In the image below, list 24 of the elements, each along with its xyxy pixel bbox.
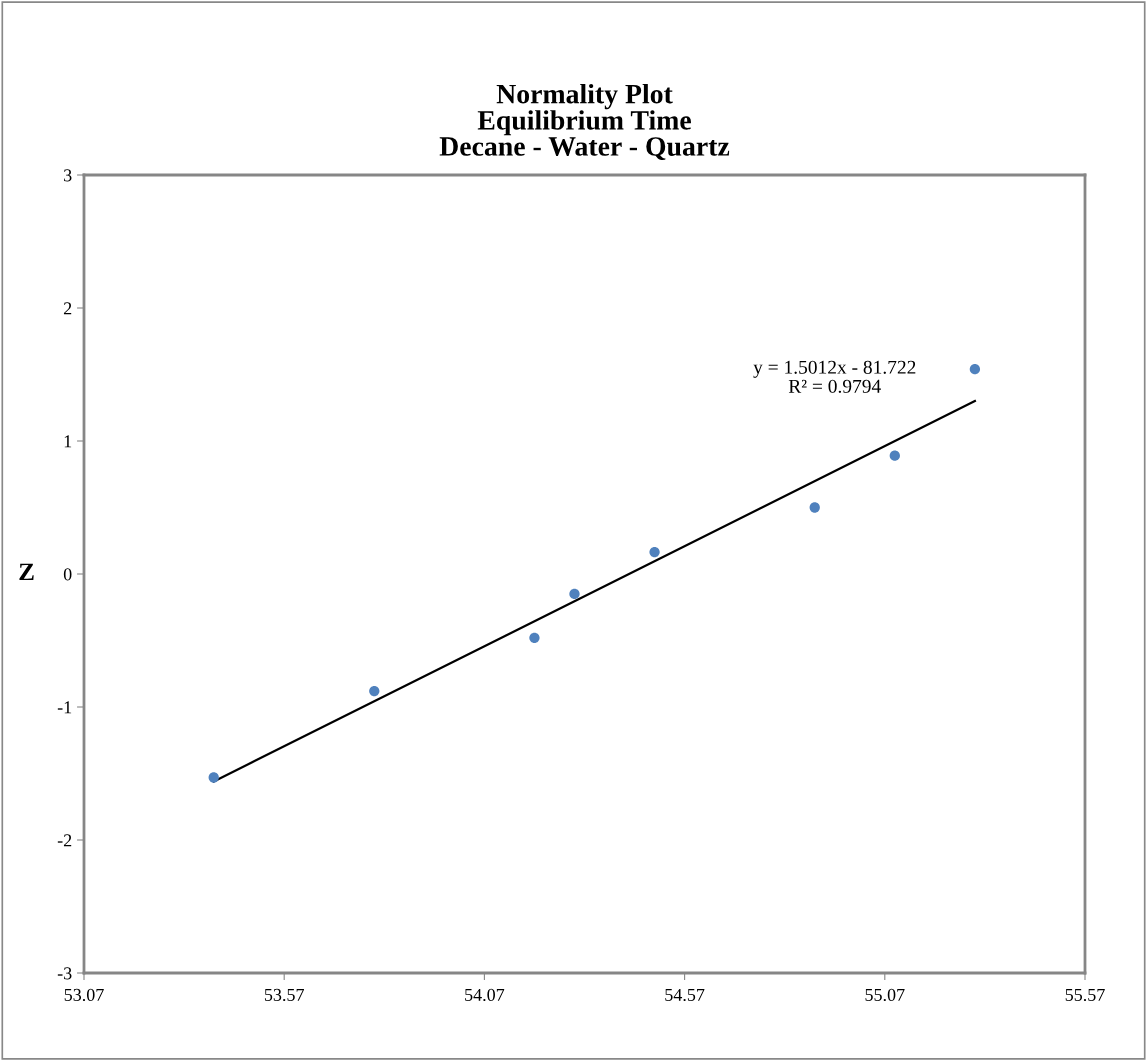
y-axis-title: Z	[19, 563, 34, 581]
y-tick-label: 0	[63, 568, 72, 581]
y-tick-label: -1	[57, 701, 72, 714]
y-tick-label: 3	[64, 169, 72, 182]
y-tick-label: 2	[63, 302, 72, 315]
point	[889, 450, 900, 461]
point	[369, 685, 380, 697]
x-tick-label: 54.07	[465, 988, 505, 1002]
x-tick-label: 53.57	[264, 988, 304, 1002]
x-tick-label: 54.57	[665, 988, 705, 1002]
annotation: y = 1.5012x - 81.722 R² = 0.9794	[753, 360, 916, 393]
y-tick-label: -3	[57, 967, 72, 980]
point	[649, 546, 660, 558]
point	[969, 364, 981, 375]
x-tick-label: 55.57	[1065, 988, 1105, 1002]
x-tick-label: 55.07	[865, 988, 905, 1002]
point	[809, 502, 820, 513]
x-tick-label: 53.07	[64, 988, 104, 1002]
point	[569, 588, 580, 600]
point	[529, 632, 540, 643]
point	[208, 772, 219, 783]
chart-title: Normality Plot Equilibrium Time Decane - Water - Quartz	[439, 83, 730, 161]
y-tick-label: 1	[64, 435, 72, 448]
y-tick-label: -2	[57, 834, 72, 847]
